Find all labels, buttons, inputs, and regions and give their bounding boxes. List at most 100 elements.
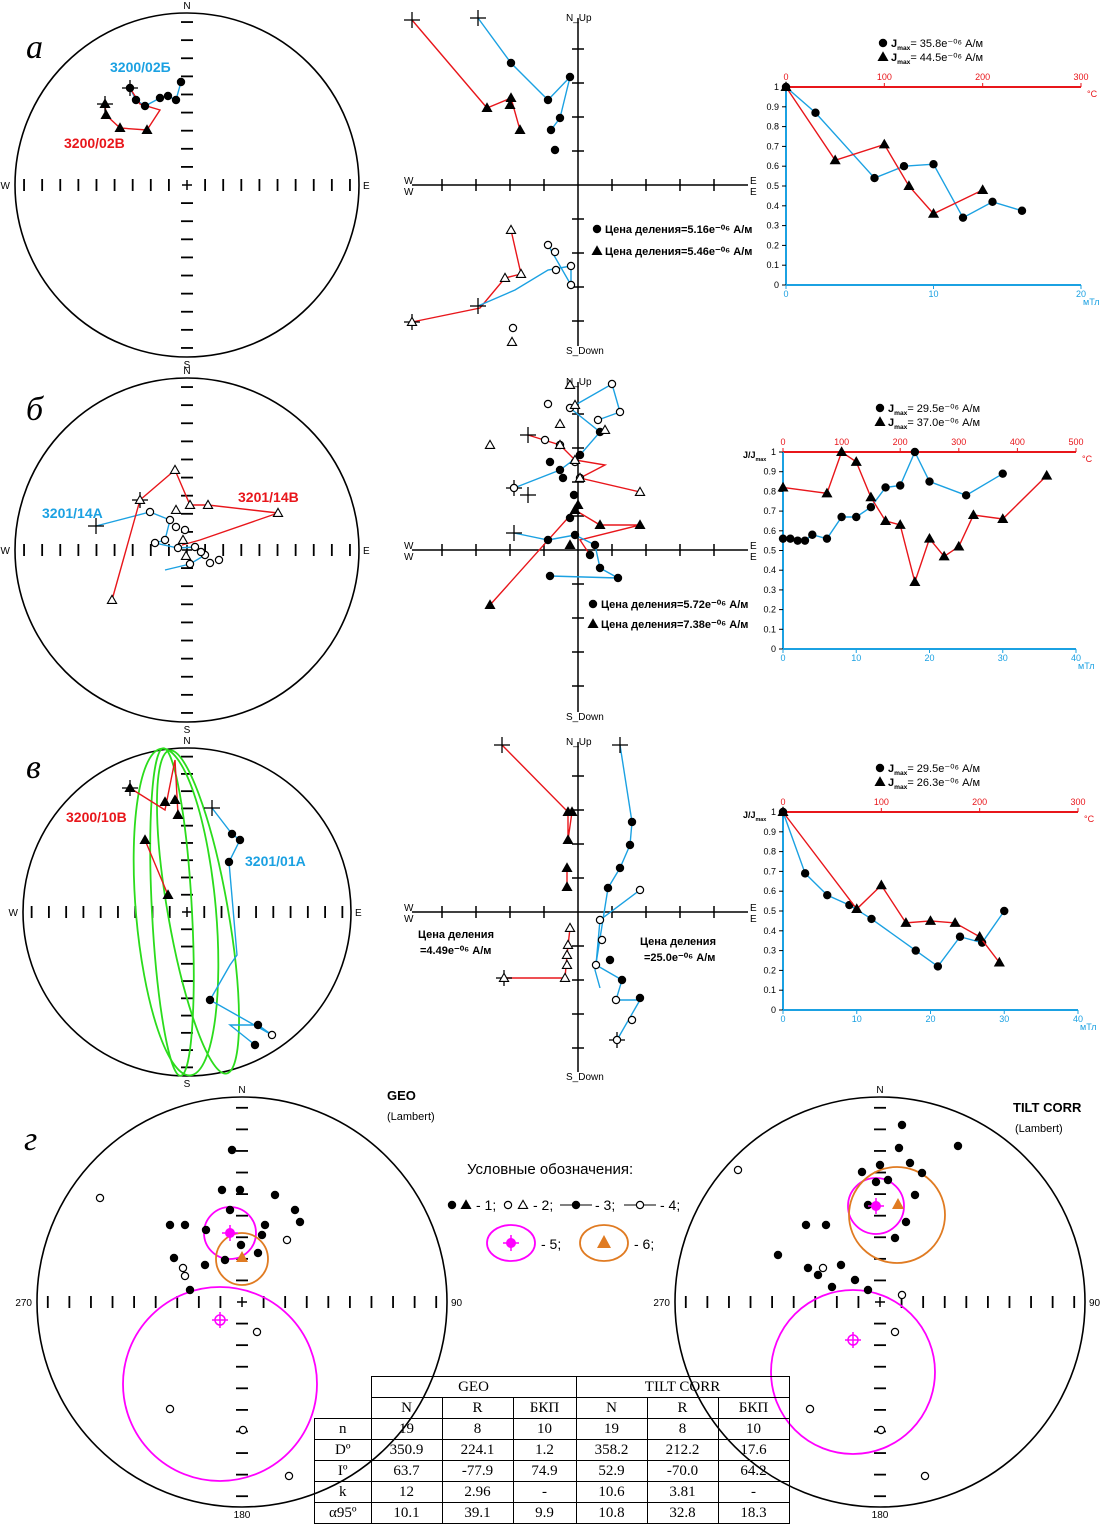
data-point-circle [155, 93, 165, 103]
data-point-triangle [162, 889, 174, 900]
legend-subscript: max [894, 424, 908, 431]
legend-value: = 37.0e⁻⁰⁶ А/м [907, 417, 980, 429]
dot-reversed [805, 1404, 815, 1414]
dot-normal [200, 1260, 210, 1270]
scale-text-triangle: Цена деления=5.46e⁻⁰⁶ А/м [605, 246, 752, 258]
legend-main: J [888, 417, 894, 429]
stereonet-subtitle: (Lambert) [387, 1111, 435, 1123]
scale-text-circle: Цена деления=5.16e⁻⁰⁶ А/м [605, 224, 752, 236]
table-row: α95º 10.1 39.1 9.9 10.8 32.8 18.3 [314, 1502, 790, 1524]
top-tick-label: 0 [780, 437, 785, 447]
data-point-triangle [569, 504, 581, 515]
data-point-circle [808, 530, 817, 539]
data-point-circle [617, 975, 627, 985]
table-cell: -77.9 [441, 1460, 514, 1482]
top-tick-label: 100 [874, 797, 889, 807]
data-point-circle [558, 473, 568, 483]
data-point-circle [131, 95, 141, 105]
data-point-circle [800, 536, 810, 545]
data-point-triangle [99, 98, 111, 108]
data-point-triangle [967, 509, 979, 520]
south-label: 180 [234, 1510, 251, 1521]
data-point-triangle [561, 959, 573, 970]
axis-label-east: E [750, 176, 757, 187]
table-col-header: N [370, 1397, 443, 1419]
bottom-tick-label: 20 [925, 1014, 935, 1024]
scale-text-right: Цена деления [640, 936, 716, 948]
data-point-triangle [505, 224, 517, 234]
data-point-triangle [599, 424, 611, 435]
dot-normal [897, 1120, 907, 1130]
axis-label-west: W [404, 541, 414, 552]
y-tick-label: 0.4 [763, 565, 776, 575]
south-label: S [184, 725, 191, 736]
data-point-triangle [170, 504, 182, 515]
data-point-circle [196, 547, 206, 557]
data-point-circle [550, 247, 560, 257]
dot-normal [894, 1143, 904, 1153]
table-cell: 350.9 [370, 1439, 443, 1461]
data-point-circle [176, 77, 186, 87]
data-point-circle [597, 935, 607, 945]
dot-reversed [178, 1263, 188, 1273]
table-cell: 18.3 [717, 1502, 790, 1524]
data-point-circle [870, 173, 879, 183]
scale-text-triangle: Цена деления=7.38e⁻⁰⁶ А/м [601, 619, 748, 631]
axis-label-east: E [750, 541, 757, 552]
legend-value: = 44.5e⁻⁰⁶ А/м [910, 52, 983, 64]
data-point-circle [822, 534, 832, 543]
dot-reversed [890, 1327, 900, 1337]
bottom-tick-label: 30 [998, 653, 1008, 663]
legend-marker-4 [635, 1200, 645, 1210]
data-point-triangle [562, 939, 574, 950]
data-point-triangle [134, 494, 146, 505]
dot-normal [225, 1205, 235, 1215]
data-point-circle [543, 95, 553, 105]
dot-reversed [165, 1404, 175, 1414]
table-cell: 212.2 [646, 1439, 719, 1461]
legend-item-4: - 4; [660, 1197, 680, 1213]
data-point-circle [253, 1020, 263, 1030]
y-tick-label: 0.9 [763, 467, 776, 477]
axis-label-down: S_Down [566, 712, 604, 723]
dot-normal [180, 1220, 190, 1230]
table-cell: 10.8 [575, 1502, 648, 1524]
data-point-triangle [594, 519, 606, 530]
data-point-circle [607, 379, 617, 389]
data-point-triangle [566, 806, 578, 817]
table-cell: 2.96 [441, 1481, 514, 1503]
y-tick-label: 0.7 [766, 141, 779, 151]
table-cell: -70.0 [646, 1460, 719, 1482]
stereonet-circle [674, 1096, 1086, 1508]
stereonet-circle [14, 377, 360, 723]
legend-triangle-marker [874, 776, 886, 787]
bottom-tick-label: 0 [783, 289, 788, 299]
y-tick-label: 0 [771, 644, 776, 654]
data-point-circle [555, 465, 565, 475]
table-col-header: N [575, 1397, 648, 1419]
legend-item-2: - 2; [533, 1197, 553, 1213]
confidence-circle-bkp [215, 1232, 269, 1286]
top-unit: °C [1082, 454, 1093, 464]
data-point-triangle [561, 881, 573, 892]
dot-reversed [733, 1165, 743, 1175]
scale-text-circle: Цена деления=5.72e⁻⁰⁶ А/м [601, 599, 748, 611]
scale-text-left: Цена деления [418, 929, 494, 941]
dot-normal [917, 1168, 927, 1178]
legend-marker-2 [503, 1200, 513, 1210]
south-label: S [184, 1079, 191, 1090]
data-point-circle [627, 1015, 637, 1025]
data-point-circle [545, 571, 555, 581]
table-corner [315, 1377, 372, 1398]
legend-circle-5 [486, 1224, 536, 1262]
dot-normal [236, 1240, 246, 1250]
table-header-row: N R БКП N R БКП [315, 1397, 790, 1419]
dot-normal [169, 1253, 179, 1263]
bottom-tick-label: 40 [1073, 1014, 1083, 1024]
legend-triangle-text: Jmax= 26.3e⁻⁰⁶ А/м [888, 777, 980, 791]
row-label: n [314, 1418, 372, 1440]
data-point-triangle [562, 834, 574, 845]
east-label: E [363, 546, 370, 557]
data-point-triangle [169, 794, 181, 805]
data-point-circle [160, 535, 170, 545]
